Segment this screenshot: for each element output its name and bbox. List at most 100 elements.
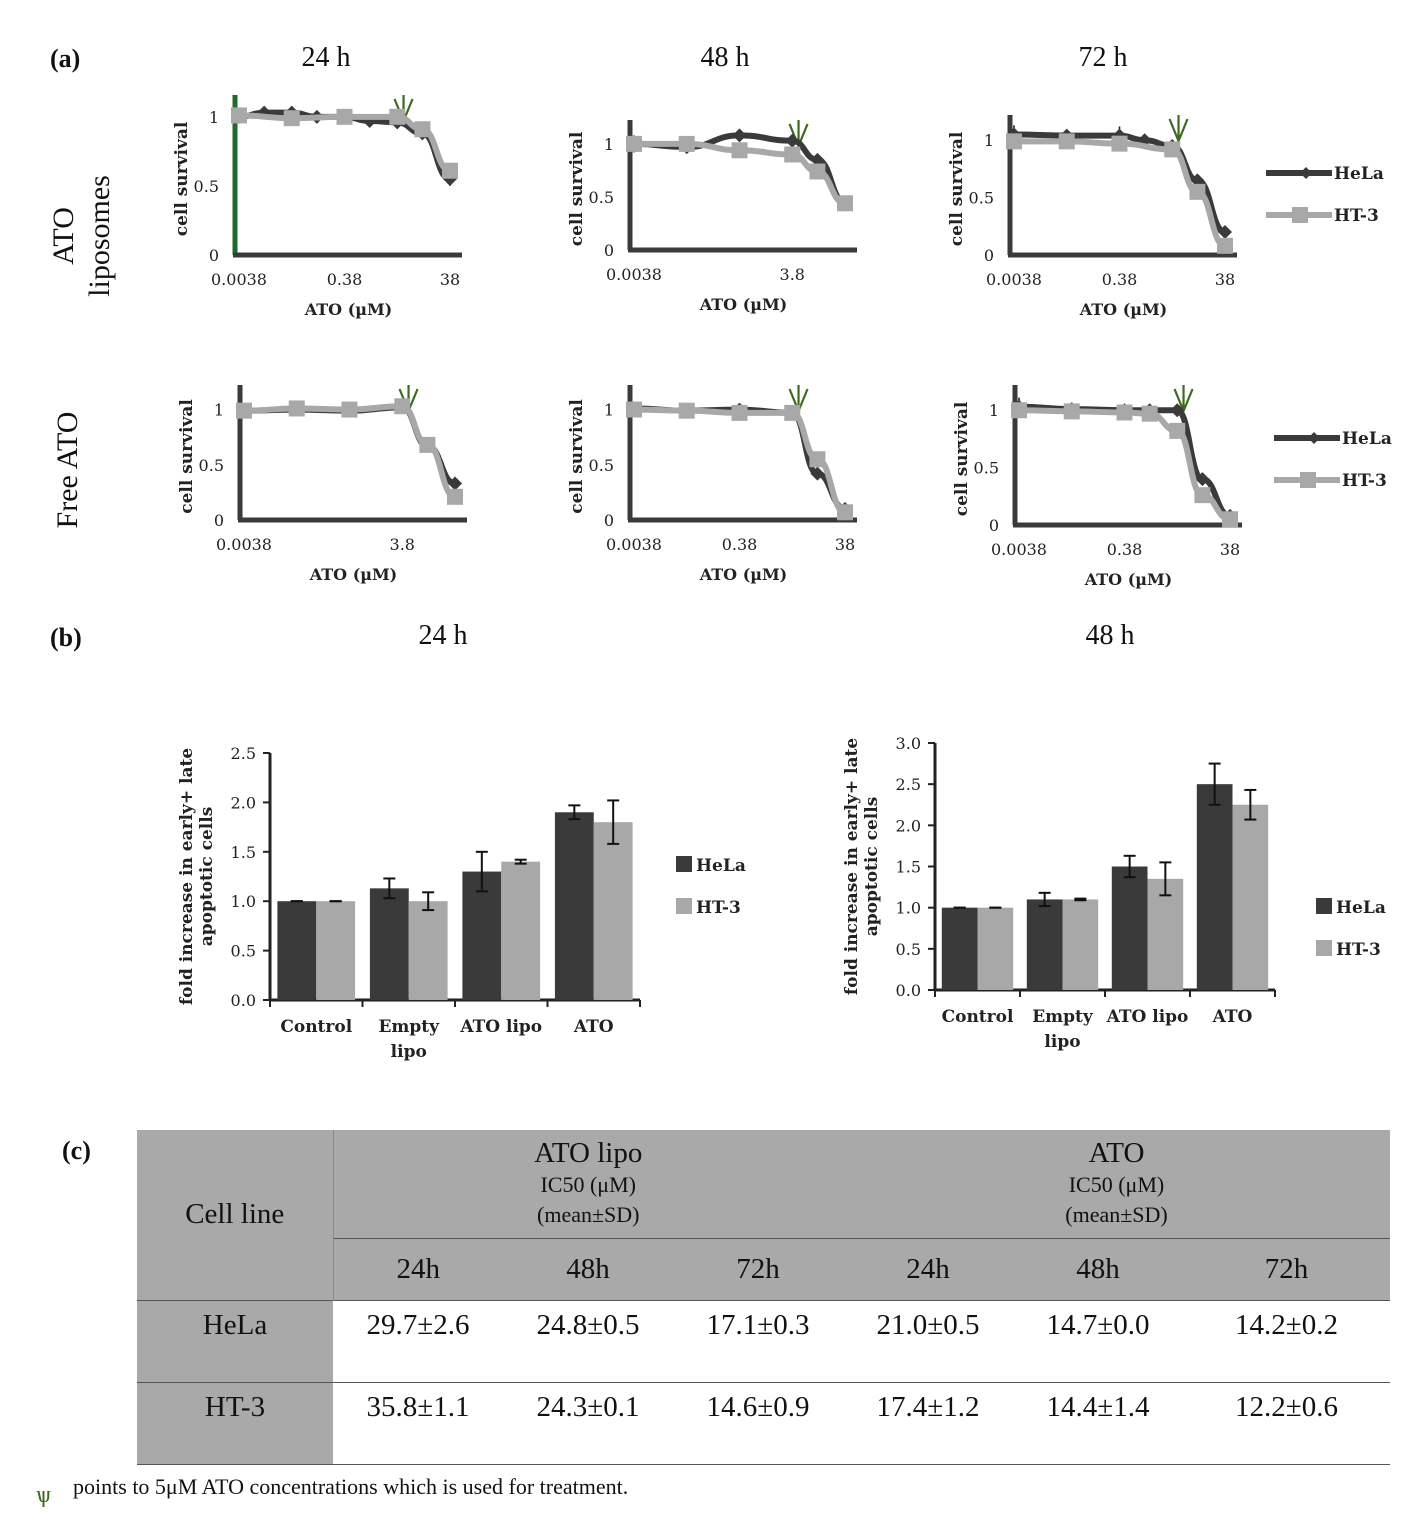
y-tick-label: 1.5 (896, 858, 921, 877)
data-point-ht3 (784, 404, 801, 421)
y-tick-label: 1.0 (231, 892, 256, 911)
ic50-table: Cell line ATO lipo IC50 (μM) (mean±SD) A… (137, 1130, 1390, 1465)
legend-ht3-marker (1292, 207, 1308, 223)
data-point-ht3 (1006, 133, 1022, 150)
group-sub1: IC50 (μM) (1068, 1172, 1165, 1198)
group-sub2: (mean±SD) (537, 1202, 640, 1228)
data-point-ht3 (336, 108, 353, 125)
category-label: ATO lipo (459, 1017, 542, 1037)
bar-title-24h: 24 h (418, 620, 468, 651)
arrow-icon: ѱ (36, 1482, 52, 1508)
legend-ht3-swatch (1316, 940, 1332, 956)
table-row: HT-3 35.8±1.1 24.3±0.1 14.6±0.9 17.4±1.2… (137, 1382, 1390, 1464)
data-point-ht3 (784, 146, 801, 163)
y-tick-label: 2.5 (231, 744, 256, 763)
row-title-liposomes-line2: liposomes (83, 175, 116, 297)
category-label: Control (280, 1017, 352, 1037)
bar-hela (277, 901, 317, 1000)
x-tick-label: 0.0038 (986, 270, 1042, 289)
y-axis-label-line1: fold increase in early+ late (177, 748, 197, 1006)
category-label: ATO lipo (1106, 1007, 1189, 1027)
y-axis-label: cell survival (947, 131, 967, 246)
y-tick-label: 0.5 (969, 189, 994, 208)
y-tick-label: 1 (209, 108, 219, 127)
x-tick-label: 38 (440, 270, 460, 289)
legend-hela-swatch (1316, 898, 1332, 914)
y-tick-label: 0.0 (231, 991, 256, 1010)
data-point-ht3 (394, 398, 411, 415)
time-header: 48h (1076, 1252, 1120, 1285)
x-tick-label: 38 (835, 535, 855, 554)
table-header-row-2: 24h 48h 72h 24h 48h 72h (137, 1238, 1390, 1300)
x-tick-label: 38 (1215, 270, 1235, 289)
data-point-hela (785, 133, 800, 148)
data-point-hela (1170, 403, 1185, 418)
col-title-48h: 48 h (700, 42, 750, 73)
table-cell: 14.7±0.0 (1046, 1308, 1150, 1341)
category-label: Control (942, 1007, 1014, 1027)
legend-bar-48h: HeLa HT-3 (1316, 898, 1386, 960)
row-title-liposomes-line1: ATO (47, 207, 80, 265)
legend-hela-swatch (676, 856, 692, 872)
y-tick-label: 1.0 (896, 899, 921, 918)
category-label: lipo (391, 1042, 427, 1062)
data-point-ht3 (288, 400, 305, 417)
bar-hela (941, 907, 978, 990)
data-point-ht3 (283, 110, 300, 127)
bar-ht-3 (1062, 899, 1099, 990)
table-cell: 24.8±0.5 (536, 1308, 640, 1341)
y-tick-label: 0.5 (589, 188, 614, 207)
panel-label-b: (b) (50, 623, 82, 652)
data-point-ht3 (341, 401, 358, 418)
table-row: HeLa 29.7±2.6 24.8±0.5 17.1±0.3 21.0±0.5… (137, 1300, 1390, 1382)
data-point-ht3 (678, 402, 695, 419)
data-point-ht3 (809, 163, 826, 180)
x-tick-label: 0.38 (722, 535, 758, 554)
legend-lipo: HeLa HT-3 (1266, 164, 1384, 226)
y-tick-label: 0 (604, 511, 614, 530)
x-tick-label: 0.0038 (211, 270, 267, 289)
y-axis-label: cell survival (567, 131, 587, 246)
x-tick-label: 0.38 (1102, 270, 1138, 289)
data-point-hela (810, 466, 825, 481)
y-tick-label: 1 (604, 401, 614, 420)
y-tick-label: 1.5 (231, 843, 256, 862)
y-tick-label: 0.0 (896, 981, 921, 1000)
data-point-ht3 (1063, 403, 1080, 420)
x-axis-label: ATO (µM) (304, 300, 393, 319)
y-tick-label: 3.0 (896, 734, 921, 753)
y-tick-label: 2.0 (896, 816, 921, 835)
category-label: lipo (1044, 1032, 1080, 1052)
chart-free-72h: 0 0.5 1 0.0038 0.38 38 ATO (µM) cell survival (952, 385, 1242, 589)
legend-ht3-label: HT-3 (1342, 471, 1387, 491)
data-point-ht3 (1111, 135, 1128, 152)
legend-hela-label: HeLa (696, 856, 746, 876)
data-point-ht3 (809, 451, 826, 468)
bar-hela (1196, 784, 1233, 990)
y-tick-label: 0 (214, 511, 224, 530)
y-axis-label-line2: apoptotic cells (197, 807, 217, 947)
data-point-ht3 (1141, 405, 1158, 422)
data-point-ht3 (389, 108, 406, 125)
legend-hela-marker (1300, 167, 1312, 179)
bar-ht-3 (408, 901, 448, 1000)
group-header-ato: ATO IC50 (μM) (mean±SD) (843, 1130, 1390, 1238)
data-point-ht3 (1222, 511, 1238, 528)
time-header: 72h (736, 1252, 780, 1285)
data-point-ht3 (1169, 422, 1186, 439)
data-point-ht3 (442, 162, 458, 179)
y-axis-label-line2: apoptotic cells (862, 797, 882, 937)
bar-ht-3 (316, 901, 356, 1000)
y-axis-label: cell survival (567, 399, 587, 514)
table-cell: 14.4±1.4 (1046, 1390, 1150, 1423)
table-cell: 17.1±0.3 (706, 1308, 810, 1341)
data-point-ht3 (837, 504, 853, 521)
col-title-24h: 24 h (301, 42, 351, 73)
x-tick-label: 0.0038 (991, 540, 1047, 559)
arrow-5um-marker (1168, 115, 1189, 144)
y-axis-label: cell survival (952, 401, 972, 516)
legend-bar-24h: HeLa HT-3 (676, 856, 746, 918)
legend-hela-marker (1308, 432, 1320, 444)
group-name: ATO (1088, 1137, 1145, 1170)
time-header: 24h (906, 1252, 950, 1285)
